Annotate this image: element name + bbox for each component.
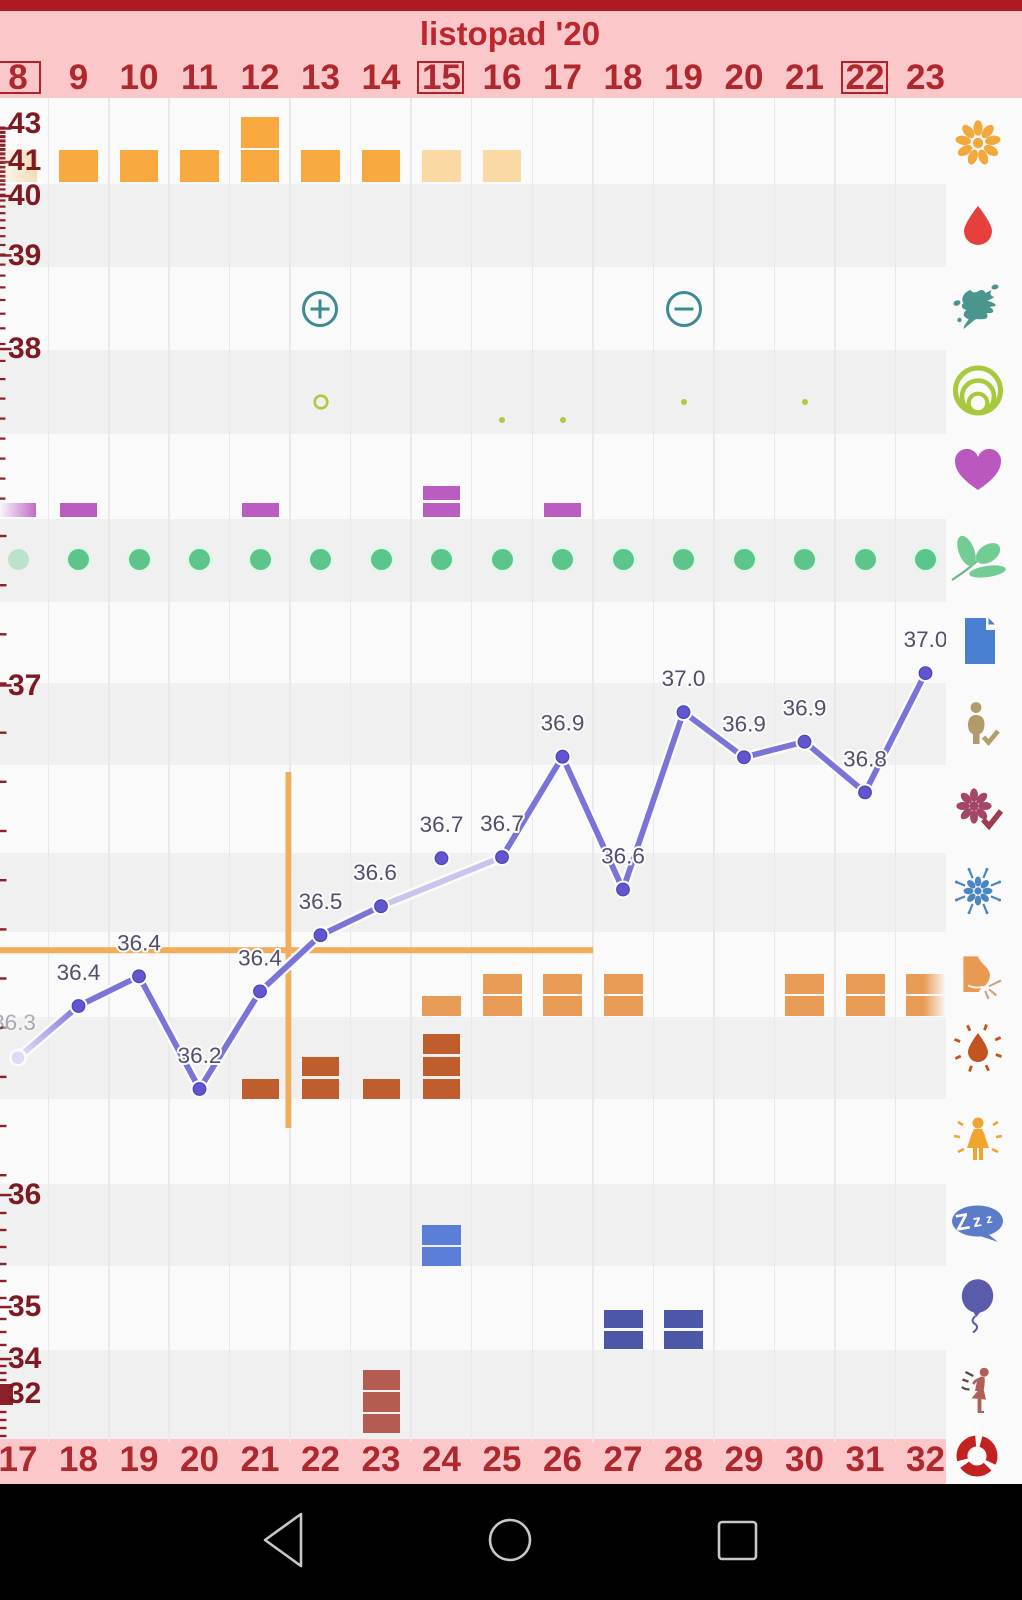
svg-text:36.7: 36.7: [480, 811, 524, 836]
svg-text:36.3: 36.3: [0, 1010, 36, 1035]
svg-text:36.4: 36.4: [57, 960, 101, 985]
svg-text:36.8: 36.8: [843, 746, 887, 771]
svg-text:36.2: 36.2: [178, 1043, 222, 1068]
svg-text:37.0: 37.0: [662, 666, 706, 691]
svg-text:z: z: [985, 1212, 994, 1227]
svg-text:36.9: 36.9: [722, 711, 766, 736]
svg-text:Z: Z: [953, 1208, 971, 1236]
svg-text:37.0: 37.0: [904, 627, 948, 652]
svg-text:36.5: 36.5: [299, 889, 343, 914]
svg-text:36.9: 36.9: [541, 711, 585, 736]
svg-text:36.4: 36.4: [117, 930, 161, 955]
svg-text:36.6: 36.6: [601, 844, 645, 869]
svg-text:36.7: 36.7: [420, 812, 464, 837]
svg-text:z: z: [971, 1211, 983, 1231]
svg-text:36.4: 36.4: [238, 945, 282, 970]
svg-text:36.6: 36.6: [353, 860, 397, 885]
svg-text:36.9: 36.9: [783, 696, 827, 721]
